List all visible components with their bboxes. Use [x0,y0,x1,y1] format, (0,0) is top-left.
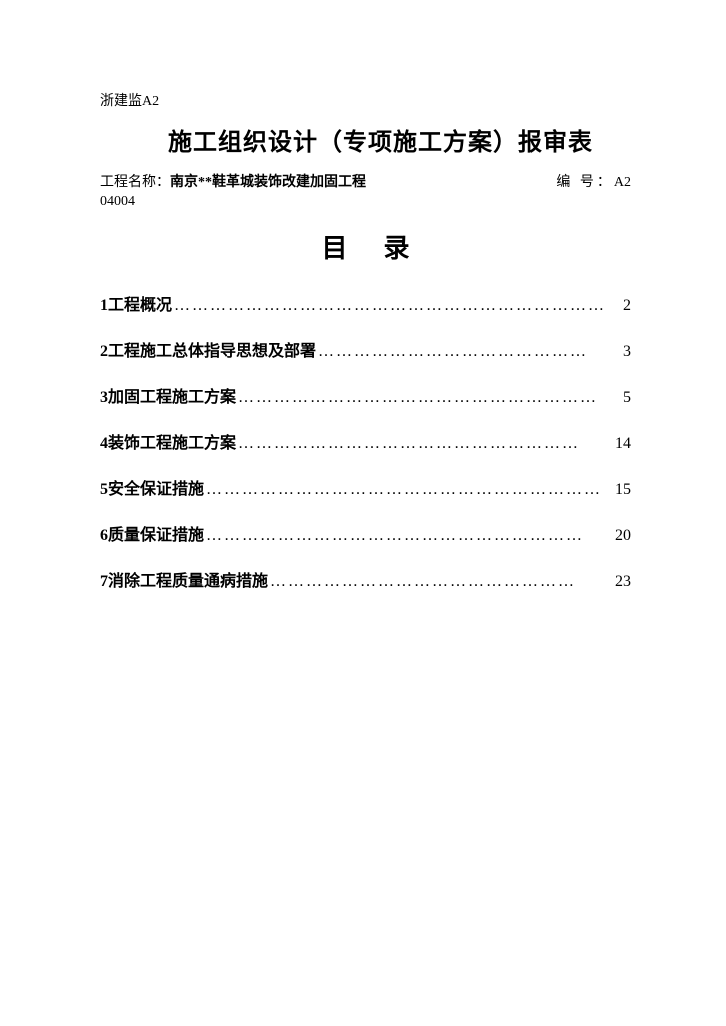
toc-text: 工程概况 [108,291,172,315]
doc-number-value: A2 [614,175,631,190]
main-title: 施工组织设计（专项施工方案）报审表 [130,122,631,157]
toc-page: 5 [623,389,631,407]
toc-num: 1 [100,297,108,315]
project-info-line: 工程名称：南京**鞋革城装饰改建加固工程 编 号：A2 [100,171,631,191]
toc-dots: ……………………………………… [316,343,623,361]
doc-number-label: 编 号： [556,175,614,190]
toc-text: 装饰工程施工方案 [108,429,236,453]
toc-text: 消除工程质量通病措施 [108,567,268,591]
toc-page: 20 [615,527,631,545]
project-name-label: 工程名称： [100,175,170,190]
toc-num: 4 [100,435,108,453]
toc-num: 2 [100,343,108,361]
toc-num: 3 [100,389,108,407]
toc-title: 目录 [100,228,631,265]
toc-page: 14 [615,435,631,453]
toc-dots: …………………………………………………… [236,389,623,407]
toc-item: 4装饰工程施工方案 …………………………………………………14 [100,429,631,453]
doc-number-group: 编 号：A2 [556,171,631,191]
toc-list: 1工程概况………………………………………………………………2 2工程施工总体指导… [100,291,631,591]
toc-num: 7 [100,573,108,591]
toc-text: 工程施工总体指导思想及部署 [108,337,316,361]
toc-text: 加固工程施工方案 [108,383,236,407]
toc-page: 2 [623,297,631,315]
toc-page: 23 [615,573,631,591]
toc-dots: ………………………………………………… [236,435,615,453]
toc-dots: ……………………………………………………………… [172,297,623,315]
toc-dots: …………………………………………… [268,573,615,591]
toc-item: 3加固工程施工方案 ……………………………………………………5 [100,383,631,407]
project-name-value: 南京**鞋革城装饰改建加固工程 [170,175,366,190]
toc-num: 6 [100,527,108,545]
sub-code: 04004 [100,194,631,210]
toc-page: 15 [615,481,631,499]
toc-item: 1工程概况………………………………………………………………2 [100,291,631,315]
toc-num: 5 [100,481,108,499]
project-name-group: 工程名称：南京**鞋革城装饰改建加固工程 [100,171,366,191]
toc-item: 7消除工程质量通病措施 ……………………………………………23 [100,567,631,591]
toc-text: 质量保证措施 [108,521,204,545]
toc-item: 5安全保证措施…………………………………………………………15 [100,475,631,499]
toc-item: 6质量保证措施 ………………………………………………………20 [100,521,631,545]
toc-item: 2工程施工总体指导思想及部署 ………………………………………3 [100,337,631,361]
doc-code: 浙建监A2 [100,90,631,110]
toc-page: 3 [623,343,631,361]
toc-text: 安全保证措施 [108,475,204,499]
toc-dots: ………………………………………………………… [204,481,615,499]
toc-dots: ……………………………………………………… [204,527,615,545]
